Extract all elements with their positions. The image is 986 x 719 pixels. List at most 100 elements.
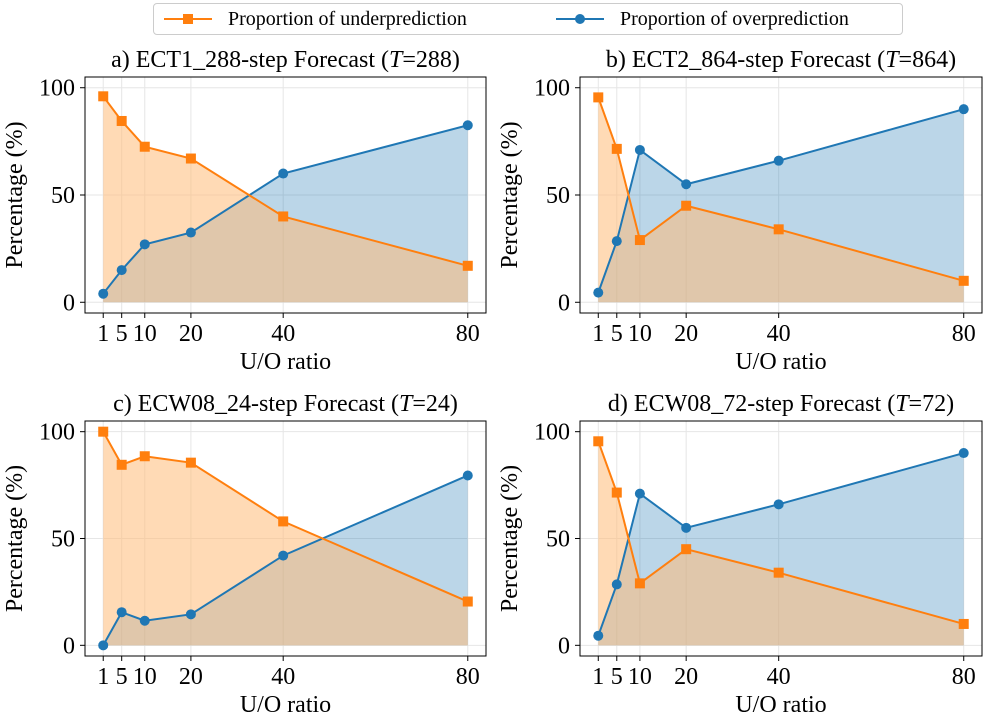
marker-underprediction <box>116 459 127 470</box>
marker-overprediction <box>773 499 784 510</box>
chart-panel-d: 1 5 10 20 40 80 0 50 100 U/O ratio Percentage (%) d… <box>497 391 983 718</box>
chart-title: a) ECT1_288-step Forecast (T=288) <box>111 47 460 73</box>
legend-label-overprediction: Proportion of overprediction <box>620 7 849 30</box>
y-tick-label: 0 <box>63 633 75 659</box>
y-tick-label: 50 <box>546 527 570 553</box>
marker-overprediction <box>98 288 109 299</box>
marker-underprediction <box>139 141 150 152</box>
y-axis-label: Percentage (%) <box>497 465 523 612</box>
line-underprediction <box>597 97 964 282</box>
chart-panel-c: 1 5 10 20 40 80 0 50 100 U/O ratio Percentage (%) c… <box>2 391 487 718</box>
marker-overprediction <box>958 104 969 115</box>
area-underprediction <box>598 441 964 646</box>
y-tick-label: 100 <box>39 76 75 102</box>
y-axis-label: Percentage (%) <box>2 465 28 612</box>
x-tick-label: 40 <box>271 321 295 347</box>
y-tick-label: 0 <box>558 633 570 659</box>
marker-underprediction <box>185 457 196 468</box>
x-tick-label: 40 <box>767 664 791 690</box>
marker-overprediction <box>593 287 604 298</box>
marker-underprediction <box>634 578 645 589</box>
marker-underprediction <box>116 115 127 126</box>
line-underprediction <box>597 440 964 625</box>
x-tick-label: 80 <box>456 321 480 347</box>
marker-underprediction <box>185 153 196 164</box>
marker-underprediction <box>593 92 604 103</box>
chart-panel-b: 1 5 10 20 40 80 0 50 100 U/O ratio Percentage (%) b… <box>497 47 983 375</box>
legend-entry-underprediction: Proportion of underprediction <box>162 4 467 34</box>
marker-overprediction <box>462 470 473 481</box>
x-tick-label: 80 <box>952 321 976 347</box>
marker-overprediction <box>958 448 969 459</box>
x-tick-label: 1 <box>97 321 109 347</box>
x-axis-label: U/O ratio <box>240 349 331 375</box>
area-underprediction <box>103 96 468 303</box>
y-axis-label: Percentage (%) <box>2 121 28 268</box>
marker-overprediction <box>634 488 645 499</box>
marker-overprediction <box>462 120 473 131</box>
x-axis-label: U/O ratio <box>735 692 826 718</box>
y-tick-label: 0 <box>558 290 570 316</box>
marker-overprediction <box>98 640 109 651</box>
marker-overprediction <box>773 155 784 166</box>
marker-underprediction <box>278 211 289 222</box>
marker-underprediction <box>98 91 109 102</box>
marker-overprediction <box>681 179 692 190</box>
marker-underprediction <box>462 260 473 271</box>
marker-underprediction <box>773 224 784 235</box>
marker-underprediction <box>958 275 969 286</box>
marker-underprediction <box>593 436 604 447</box>
y-axis-label: Percentage (%) <box>497 121 523 268</box>
line-overprediction <box>597 108 964 293</box>
legend-entry-overprediction: Proportion of overprediction <box>554 4 849 34</box>
legend-swatch-underprediction <box>164 14 212 24</box>
x-tick-label: 40 <box>767 321 791 347</box>
marker-underprediction <box>681 544 692 555</box>
x-tick-label: 80 <box>952 664 976 690</box>
x-tick-label: 10 <box>133 664 157 690</box>
chart-title: d) ECW08_72-step Forecast (T=72) <box>608 391 954 417</box>
area-underprediction <box>598 97 964 303</box>
marker-overprediction <box>185 227 196 238</box>
marker-underprediction <box>958 618 969 629</box>
marker-overprediction <box>116 607 127 618</box>
x-tick-label: 10 <box>628 664 652 690</box>
marker-underprediction <box>139 451 150 462</box>
marker-overprediction <box>278 550 289 561</box>
x-tick-label: 20 <box>179 664 203 690</box>
marker-underprediction <box>611 143 622 154</box>
chart-title: b) ECT2_864-step Forecast (T=864) <box>606 47 956 73</box>
y-tick-label: 50 <box>546 183 570 209</box>
marker-underprediction <box>681 200 692 211</box>
x-tick-label: 20 <box>674 664 698 690</box>
x-tick-label: 1 <box>97 664 109 690</box>
marker-underprediction <box>98 426 109 437</box>
x-tick-label: 1 <box>592 321 604 347</box>
x-tick-label: 10 <box>628 321 652 347</box>
x-tick-label: 5 <box>116 321 128 347</box>
legend: Proportion of underprediction Proportion… <box>153 3 903 35</box>
x-tick-label: 5 <box>611 664 623 690</box>
x-axis-label: U/O ratio <box>240 692 331 718</box>
marker-overprediction <box>611 579 622 590</box>
x-tick-label: 80 <box>456 664 480 690</box>
x-tick-label: 20 <box>674 321 698 347</box>
chart-title: c) ECW08_24-step Forecast (T=24) <box>113 391 458 417</box>
marker-overprediction <box>185 609 196 620</box>
x-tick-label: 10 <box>133 321 157 347</box>
marker-underprediction <box>611 487 622 498</box>
area-underprediction <box>103 431 468 646</box>
x-tick-label: 1 <box>592 664 604 690</box>
x-tick-label: 20 <box>179 321 203 347</box>
marker-overprediction <box>611 236 622 247</box>
line-overprediction <box>102 474 469 646</box>
marker-overprediction <box>278 168 289 179</box>
marker-underprediction <box>773 567 784 578</box>
line-underprediction <box>102 431 469 603</box>
marker-underprediction <box>634 235 645 246</box>
y-tick-label: 100 <box>39 420 75 446</box>
x-tick-label: 5 <box>611 321 623 347</box>
x-axis-label: U/O ratio <box>735 349 826 375</box>
marker-underprediction <box>462 596 473 607</box>
